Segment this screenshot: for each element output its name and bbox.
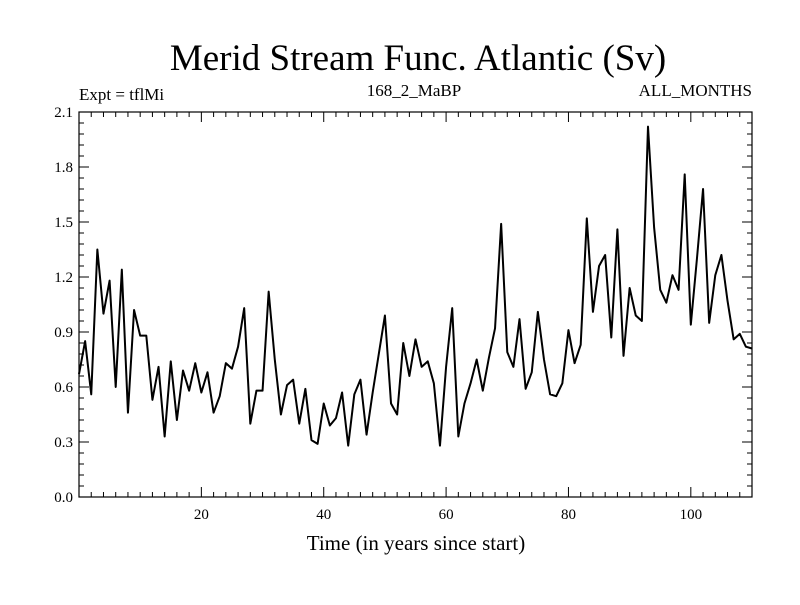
y-tick-label: 1.2: [54, 270, 73, 286]
plot-frame: [78, 111, 753, 498]
axis-tick-labels: 20 40 60 80 100 0.0 0.3 0.6 0.9 1.2 1.5 1.8 2.1: [54, 105, 702, 523]
y-tick-label: 2.1: [54, 105, 73, 121]
y-tick-label: 0.9: [54, 325, 73, 341]
x-tick-label: 60: [439, 507, 454, 523]
subtitle-experiment: Expt = tflMi: [79, 85, 164, 104]
chart-title: Merid Stream Func. Atlantic (Sv): [170, 38, 666, 79]
x-tick-label: 40: [316, 507, 331, 523]
x-tick-label: 20: [194, 507, 209, 523]
y-tick-label: 0.0: [54, 490, 73, 506]
y-tick-label: 1.8: [54, 160, 73, 176]
x-tick-label: 100: [680, 507, 703, 523]
subtitle-run: 168_2_MaBP: [367, 81, 461, 100]
y-tick-label: 1.5: [54, 215, 73, 231]
axis-ticks: [79, 112, 752, 497]
subtitle-months: ALL_MONTHS: [639, 81, 752, 100]
x-axis-label: Time (in years since start): [307, 531, 526, 555]
y-tick-label: 0.6: [54, 380, 73, 396]
x-tick-label: 80: [561, 507, 576, 523]
y-tick-label: 0.3: [54, 435, 73, 451]
series-line: [78, 125, 753, 447]
